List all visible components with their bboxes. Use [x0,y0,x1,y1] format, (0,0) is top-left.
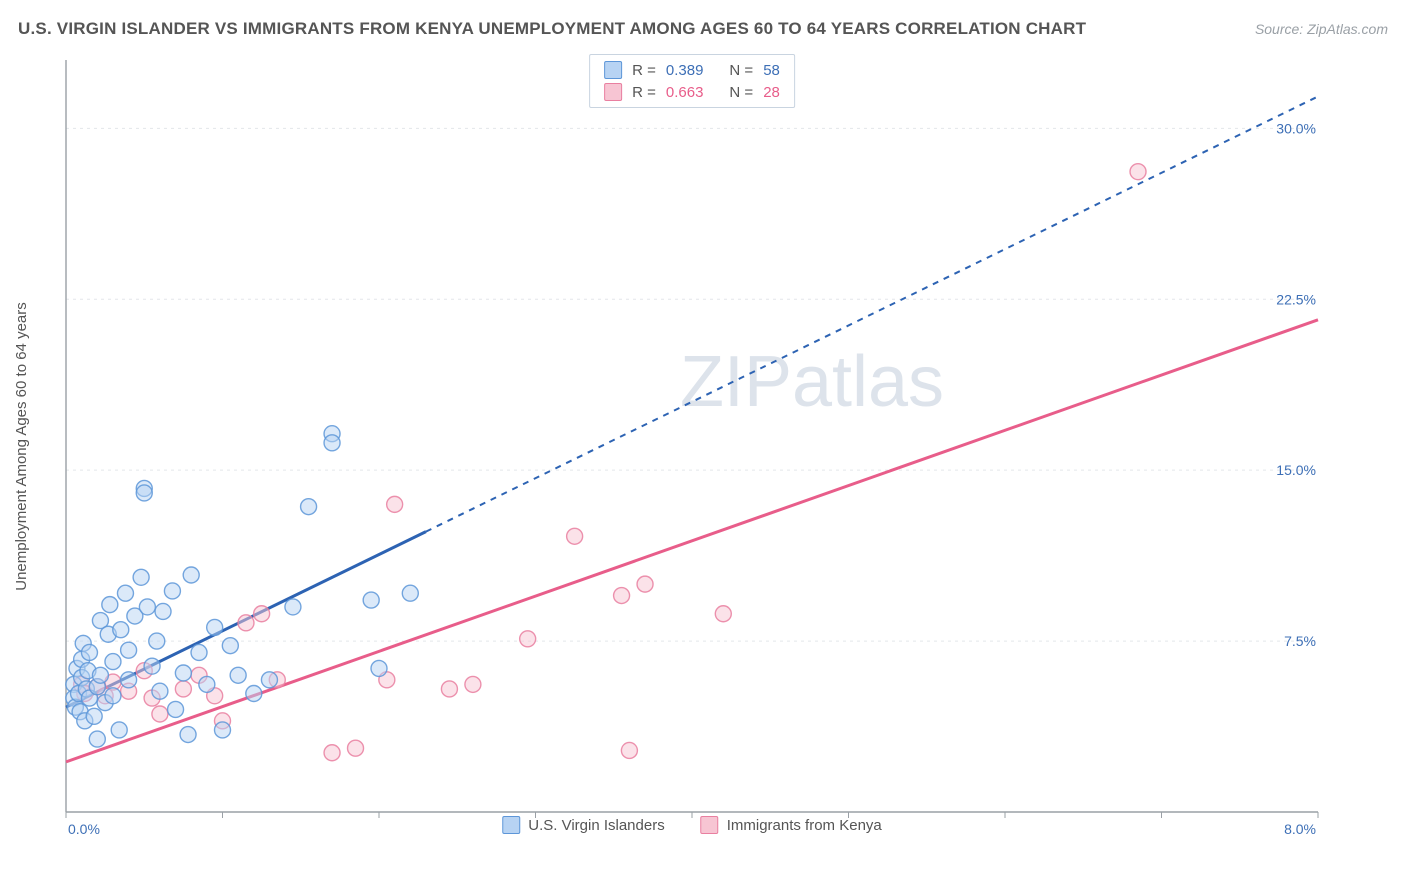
chart-title: U.S. VIRGIN ISLANDER VS IMMIGRANTS FROM … [18,19,1086,39]
n-label: N = [729,84,753,101]
n-label: N = [729,62,753,79]
source-label: Source: ZipAtlas.com [1255,21,1388,37]
svg-text:8.0%: 8.0% [1284,821,1316,837]
legend-row-2: R = 0.663 N = 28 [604,81,780,103]
r-value: 0.389 [666,62,704,79]
series-legend: U.S. Virgin Islanders Immigrants from Ke… [502,816,882,834]
legend-row-1: R = 0.389 N = 58 [604,59,780,81]
svg-text:15.0%: 15.0% [1276,462,1316,478]
legend-swatch-blue [502,816,520,834]
svg-text:30.0%: 30.0% [1276,120,1316,136]
legend-swatch-pink [701,816,719,834]
legend-item-pink: Immigrants from Kenya [701,816,882,834]
r-label: R = [632,62,656,79]
y-axis-label: Unemployment Among Ages 60 to 64 years [13,302,30,591]
legend-label: U.S. Virgin Islanders [528,817,664,834]
legend-item-blue: U.S. Virgin Islanders [502,816,664,834]
svg-text:0.0%: 0.0% [68,821,100,837]
svg-text:22.5%: 22.5% [1276,291,1316,307]
r-label: R = [632,84,656,101]
legend-label: Immigrants from Kenya [727,817,882,834]
svg-text:7.5%: 7.5% [1284,633,1316,649]
chart-svg: ZIPatlas 7.5% 15.0% 22.5% 30.0% 0.0% 8.0% [52,54,1332,842]
svg-text:ZIPatlas: ZIPatlas [680,342,944,422]
scatter-plot: ZIPatlas 7.5% 15.0% 22.5% 30.0% 0.0% 8.0% R = … [52,54,1332,842]
r-value: 0.663 [666,84,704,101]
n-value: 28 [763,84,780,101]
n-value: 58 [763,62,780,79]
correlation-legend: R = 0.389 N = 58 R = 0.663 N = 28 [589,54,795,108]
legend-swatch-pink [604,83,622,101]
legend-swatch-blue [604,61,622,79]
